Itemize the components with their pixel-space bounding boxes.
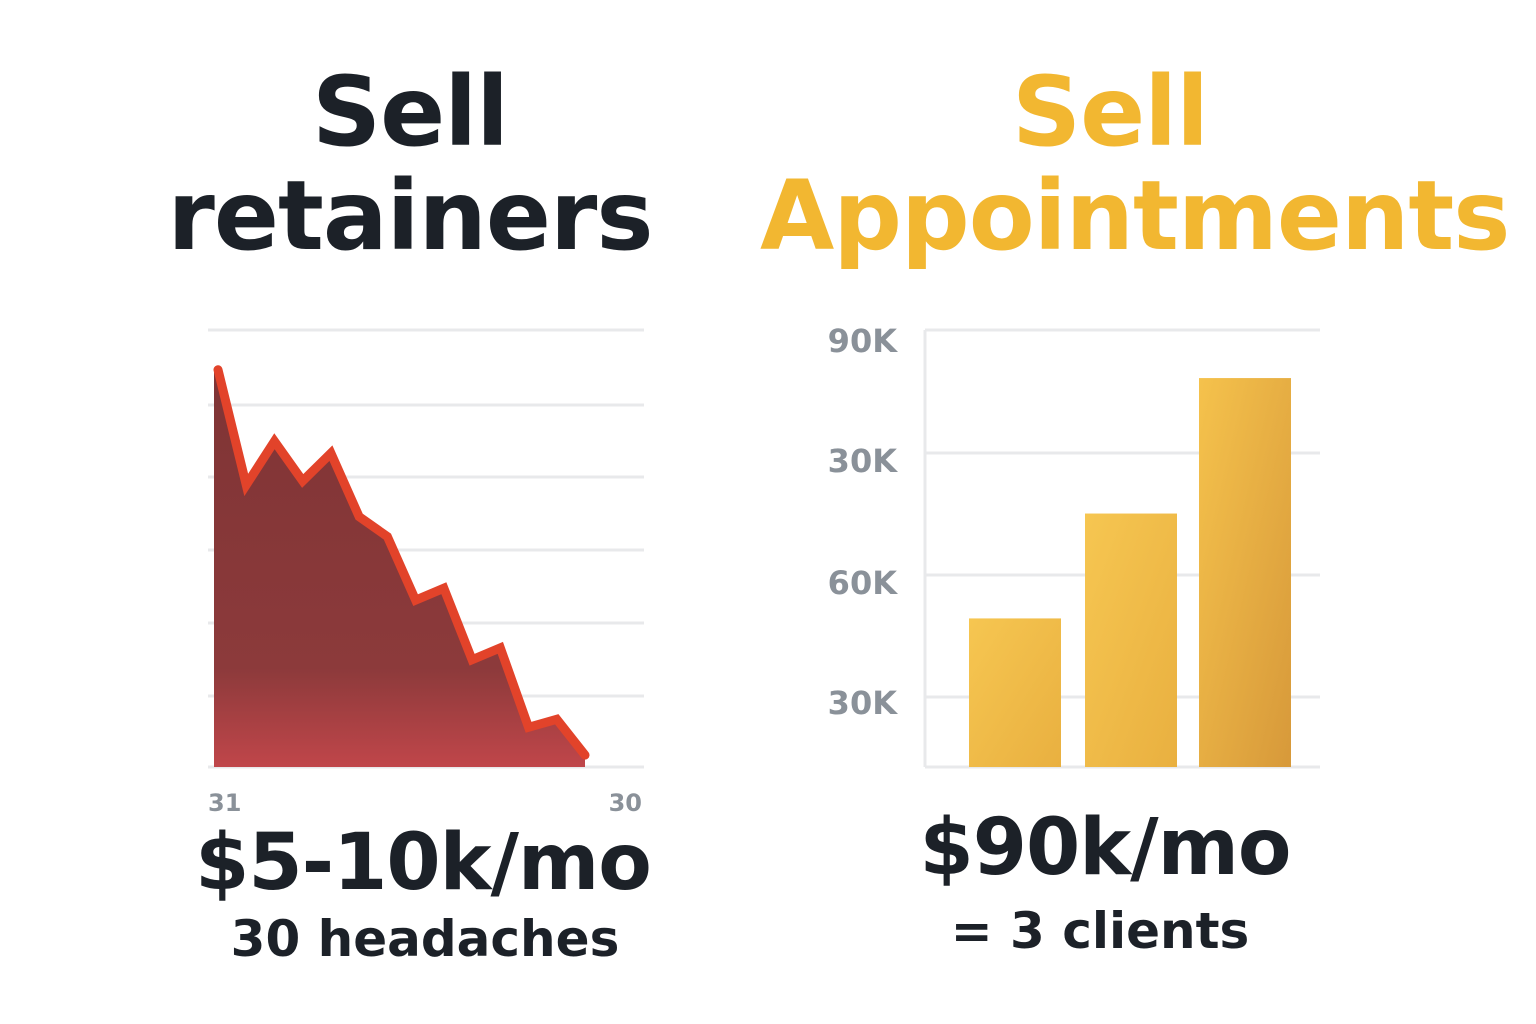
appointments-title-line1: Sell [1011,56,1209,168]
y-tick-label: 90K [828,322,899,360]
appointments-title-line2: Appointments [760,160,1510,272]
retainers-subtitle: 30 headaches [230,910,620,968]
y-tick-label: 30K [828,684,899,722]
retainers-title-line1: Sell [311,56,509,168]
appointments-panel: Sell Appointments $90k/mo = 3 clients [760,0,1536,1024]
retainers-panel: Sell retainers $5-10k/mo 30 headaches [168,60,654,968]
appointments-title: Sell Appointments [760,56,1510,272]
retainers-title-line2: retainers [167,160,654,272]
x-tick-label-start: 31 [208,789,241,817]
retainers-title: Sell retainers [0,60,820,268]
y-tick-label: 60K [828,564,899,602]
y-tick-label: 30K [828,442,899,480]
bar [1085,513,1177,767]
bar [1199,378,1291,767]
x-tick-label-end: 30 [609,789,642,817]
appointments-subtitle: = 3 clients [950,902,1250,960]
bar [969,618,1061,767]
retainers-price: $5-10k/mo [195,818,652,908]
appointments-price: $90k/mo [919,803,1291,893]
series-line [213,365,590,760]
